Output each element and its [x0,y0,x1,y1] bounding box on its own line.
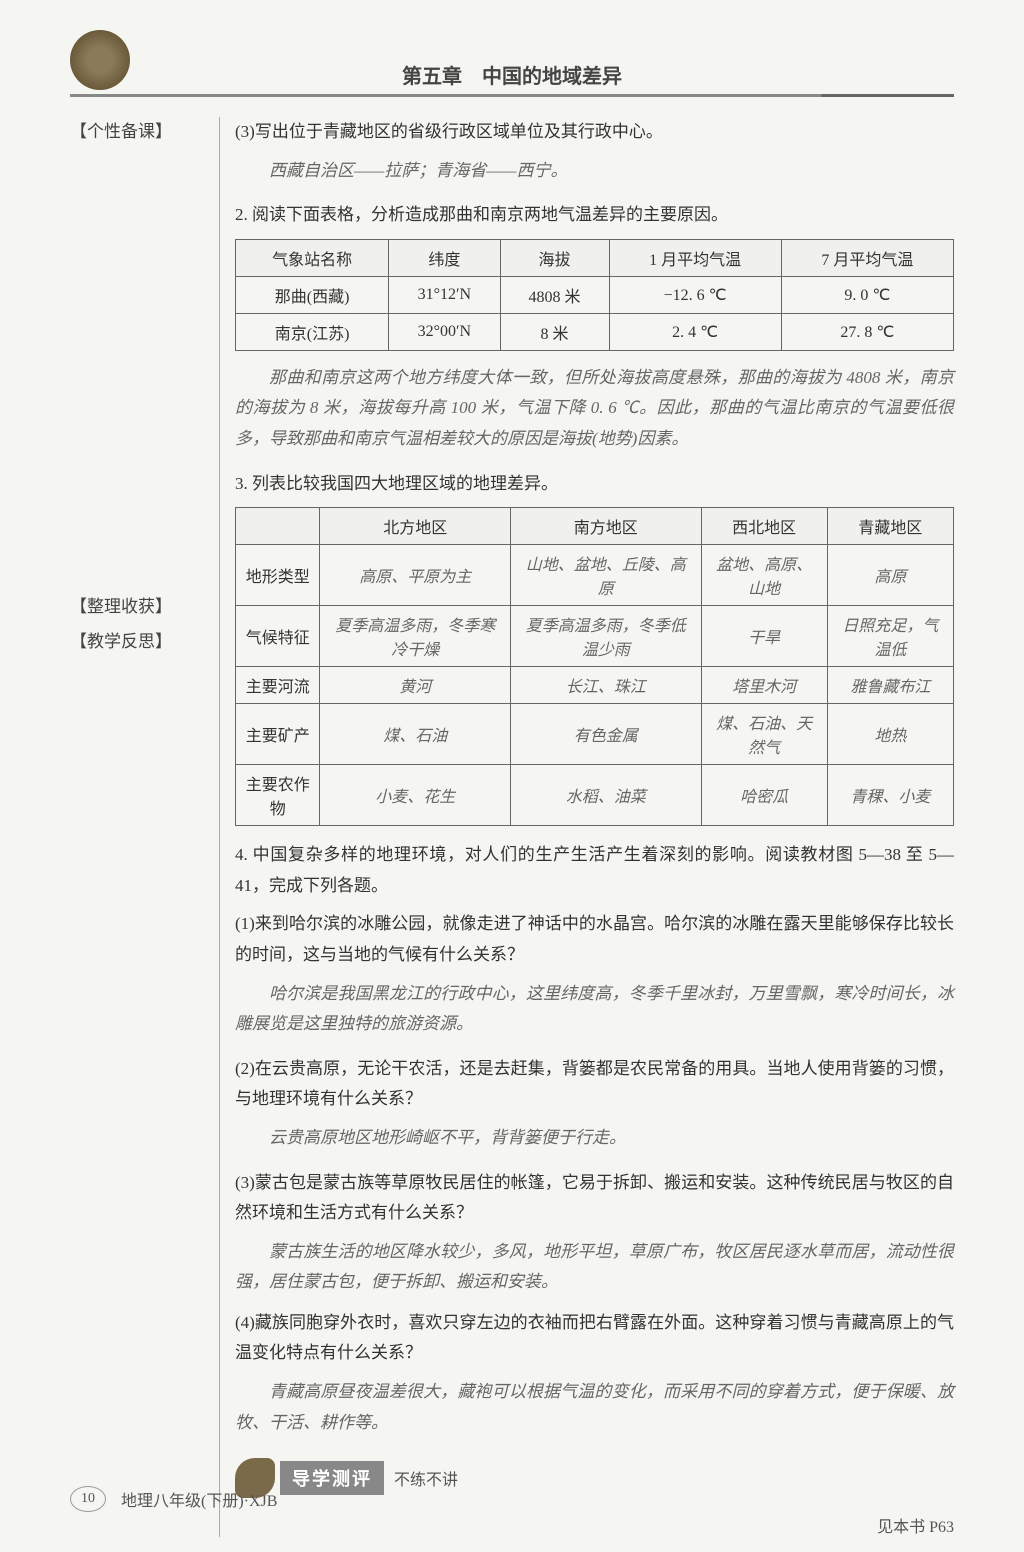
q4-1-prompt: (1)来到哈尔滨的冰雕公园，就像走进了神话中的水晶宫。哈尔滨的冰雕在露天里能够保… [235,909,954,970]
q3-prompt: 3. 列表比较我国四大地理区域的地理差异。 [235,469,954,500]
table-row: 主要矿产 煤、石油 有色金属 煤、石油、天然气 地热 [236,704,954,765]
question-1-3: (3)写出位于青藏地区的省级行政区域单位及其行政中心。 西藏自治区——拉萨；青海… [235,117,954,186]
question-2: 2. 阅读下面表格，分析造成那曲和南京两地气温差异的主要原因。 气象站名称 纬度… [235,200,954,454]
table-header-row: 气象站名称 纬度 海拔 1 月平均气温 7 月平均气温 [236,239,954,276]
th: 纬度 [389,239,500,276]
section-banner: 导学测评 不练不讲 [235,1458,954,1498]
banner-title: 导学测评 [280,1461,384,1495]
left-label-reflection: 【教学反思】 [70,627,209,652]
q4-3-prompt: (3)蒙古包是蒙古族等草原牧民居住的帐篷，它易于拆卸、搬运和安装。这种传统民居与… [235,1168,954,1229]
question-4: 4. 中国复杂多样的地理环境，对人们的生产生活产生着深刻的影响。阅读教材图 5—… [235,840,954,1438]
page-number: 10 [70,1486,106,1512]
table-row: 气候特征 夏季高温多雨，冬季寒冷干燥 夏季高温多雨，冬季低温少雨 干旱 日照充足… [236,606,954,667]
main-content: 【个性备课】 【整理收获】 【教学反思】 (3)写出位于青藏地区的省级行政区域单… [70,117,954,1537]
banner-tail: 不练不讲 [394,1466,458,1490]
th: 1 月平均气温 [609,239,781,276]
table-row: 主要河流 黄河 长江、珠江 塔里木河 雅鲁藏布江 [236,667,954,704]
q4-1-answer: 哈尔滨是我国黑龙江的行政中心，这里纬度高，冬季千里冰封，万里雪飘，寒冷时间长，冰… [235,979,954,1040]
q2-table: 气象站名称 纬度 海拔 1 月平均气温 7 月平均气温 那曲(西藏) 31°12… [235,239,954,351]
logo-icon [70,30,130,90]
table-row: 那曲(西藏) 31°12′N 4808 米 −12. 6 ℃ 9. 0 ℃ [236,276,954,313]
chapter-title: 第五章 中国的地域差异 [70,60,954,89]
page-footer: 10 地理八年级(下册)·XJB [70,1486,277,1512]
q4-2-prompt: (2)在云贵高原，无论干农活，还是去赶集，背篓都是农民常备的用具。当地人使用背篓… [235,1054,954,1115]
th: 气象站名称 [236,239,389,276]
th: 海拔 [500,239,609,276]
q1-3-prompt: (3)写出位于青藏地区的省级行政区域单位及其行政中心。 [235,117,954,148]
q2-prompt: 2. 阅读下面表格，分析造成那曲和南京两地气温差异的主要原因。 [235,200,954,231]
table-row: 地形类型 高原、平原为主 山地、盆地、丘陵、高原 盆地、高原、山地 高原 [236,545,954,606]
table-header-row: 北方地区 南方地区 西北地区 青藏地区 [236,508,954,545]
book-info: 地理八年级(下册)·XJB [121,1487,277,1511]
right-column: (3)写出位于青藏地区的省级行政区域单位及其行政中心。 西藏自治区——拉萨；青海… [235,117,954,1537]
q2-answer: 那曲和南京这两个地方纬度大体一致，但所处海拔高度悬殊，那曲的海拔为 4808 米… [235,363,954,455]
q4-4-answer: 青藏高原昼夜温差很大，藏袍可以根据气温的变化，而采用不同的穿着方式，便于保暖、放… [235,1377,954,1438]
q4-3-answer: 蒙古族生活的地区降水较少，多风，地形平坦，草原广布，牧区居民逐水草而居，流动性很… [235,1237,954,1298]
question-3: 3. 列表比较我国四大地理区域的地理差异。 北方地区 南方地区 西北地区 青藏地… [235,469,954,827]
page-header: 第五章 中国的地域差异 [70,60,954,97]
left-label-harvest: 【整理收获】 [70,592,209,617]
q4-4-prompt: (4)藏族同胞穿外衣时，喜欢只穿左边的衣袖而把右臂露在外面。这种穿着习惯与青藏高… [235,1308,954,1369]
th: 7 月平均气温 [781,239,953,276]
header-divider [70,94,954,97]
left-label-notes: 【个性备课】 [70,117,209,142]
q3-table: 北方地区 南方地区 西北地区 青藏地区 地形类型 高原、平原为主 山地、盆地、丘… [235,507,954,826]
page-reference: 见本书 P63 [235,1513,954,1537]
q4-2-answer: 云贵高原地区地形崎岖不平，背背篓便于行走。 [235,1123,954,1154]
table-row: 南京(江苏) 32°00′N 8 米 2. 4 ℃ 27. 8 ℃ [236,313,954,350]
q1-3-answer: 西藏自治区——拉萨；青海省——西宁。 [235,156,954,187]
table-row: 主要农作物 小麦、花生 水稻、油菜 哈密瓜 青稞、小麦 [236,765,954,826]
q4-intro: 4. 中国复杂多样的地理环境，对人们的生产生活产生着深刻的影响。阅读教材图 5—… [235,840,954,901]
left-column: 【个性备课】 【整理收获】 【教学反思】 [70,117,220,1537]
